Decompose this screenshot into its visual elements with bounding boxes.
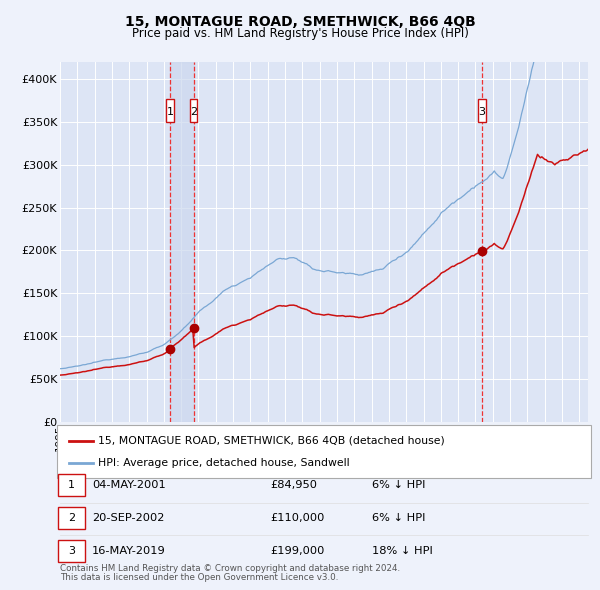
FancyBboxPatch shape <box>166 100 174 122</box>
Text: 3: 3 <box>478 107 485 117</box>
Text: 15, MONTAGUE ROAD, SMETHWICK, B66 4QB (detached house): 15, MONTAGUE ROAD, SMETHWICK, B66 4QB (d… <box>98 436 445 446</box>
Text: Contains HM Land Registry data © Crown copyright and database right 2024.: Contains HM Land Registry data © Crown c… <box>60 564 400 573</box>
Text: 04-MAY-2001: 04-MAY-2001 <box>92 480 166 490</box>
Text: 6% ↓ HPI: 6% ↓ HPI <box>372 480 425 490</box>
Text: 6% ↓ HPI: 6% ↓ HPI <box>372 513 425 523</box>
FancyBboxPatch shape <box>190 100 197 122</box>
Text: 16-MAY-2019: 16-MAY-2019 <box>92 546 166 556</box>
Text: 2: 2 <box>68 513 75 523</box>
Bar <box>170 62 194 422</box>
Text: 15, MONTAGUE ROAD, SMETHWICK, B66 4QB: 15, MONTAGUE ROAD, SMETHWICK, B66 4QB <box>125 15 475 29</box>
Text: 1: 1 <box>68 480 75 490</box>
Text: 18% ↓ HPI: 18% ↓ HPI <box>372 546 433 556</box>
Text: £110,000: £110,000 <box>270 513 325 523</box>
Text: 20-SEP-2002: 20-SEP-2002 <box>92 513 164 523</box>
FancyBboxPatch shape <box>478 100 485 122</box>
Text: £84,950: £84,950 <box>270 480 317 490</box>
Text: 3: 3 <box>68 546 75 556</box>
Text: 1: 1 <box>166 107 173 117</box>
Text: £199,000: £199,000 <box>270 546 325 556</box>
Text: HPI: Average price, detached house, Sandwell: HPI: Average price, detached house, Sand… <box>98 458 349 468</box>
Text: Price paid vs. HM Land Registry's House Price Index (HPI): Price paid vs. HM Land Registry's House … <box>131 27 469 40</box>
Text: 2: 2 <box>190 107 197 117</box>
Text: This data is licensed under the Open Government Licence v3.0.: This data is licensed under the Open Gov… <box>60 573 338 582</box>
